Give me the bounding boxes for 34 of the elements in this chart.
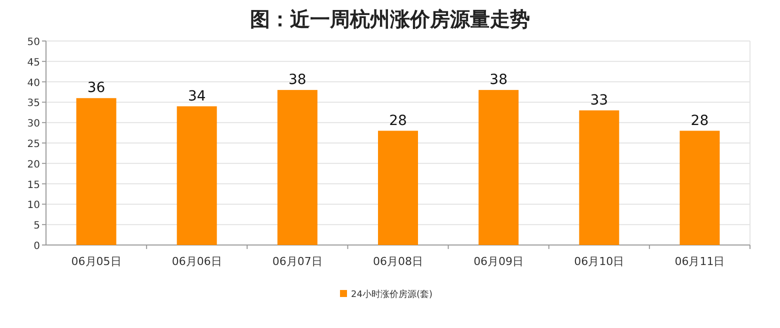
bar — [378, 130, 418, 245]
y-tick-label: 10 — [27, 200, 40, 212]
y-tick-label: 40 — [27, 78, 40, 89]
y-tick-label: 20 — [27, 159, 40, 170]
x-tick-label: 06月05日 — [71, 255, 122, 268]
x-tick-label: 06月11日 — [674, 255, 725, 268]
data-label: 38 — [288, 72, 306, 88]
data-label: 36 — [87, 80, 106, 96]
y-tick-label: 15 — [27, 180, 40, 191]
x-tick-label: 06月10日 — [574, 255, 624, 268]
bar — [176, 106, 217, 245]
bar — [76, 98, 116, 245]
y-tick-label: 50 — [27, 37, 40, 48]
legend-label: 24小时涨价房源(套) — [351, 289, 432, 300]
x-tick-label: 06月06日 — [172, 255, 222, 268]
data-label: 33 — [590, 92, 608, 108]
y-tick-label: 25 — [27, 139, 40, 150]
bar — [478, 90, 519, 245]
y-tick-label: 45 — [27, 57, 40, 68]
y-tick-label: 0 — [34, 241, 40, 252]
x-tick-label: 06月07日 — [272, 255, 322, 268]
bar — [277, 90, 318, 245]
data-label: 28 — [690, 112, 709, 129]
y-tick-label: 35 — [27, 98, 40, 110]
data-label: 38 — [490, 72, 508, 88]
y-tick-label: 5 — [34, 220, 40, 232]
x-tick-label: 06月09日 — [474, 255, 524, 268]
data-label: 28 — [389, 112, 407, 129]
y-tick-label: 30 — [27, 118, 40, 130]
data-label: 34 — [188, 88, 206, 104]
bar — [579, 110, 620, 245]
bar — [680, 130, 720, 245]
x-tick-label: 06月08日 — [373, 255, 423, 268]
chart-title: 图：近一周杭州涨价房源量走势 — [250, 7, 530, 31]
